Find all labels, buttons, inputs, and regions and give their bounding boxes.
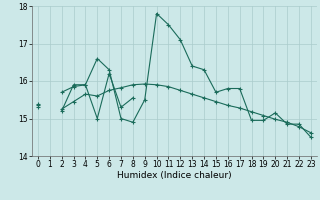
X-axis label: Humidex (Indice chaleur): Humidex (Indice chaleur)	[117, 171, 232, 180]
